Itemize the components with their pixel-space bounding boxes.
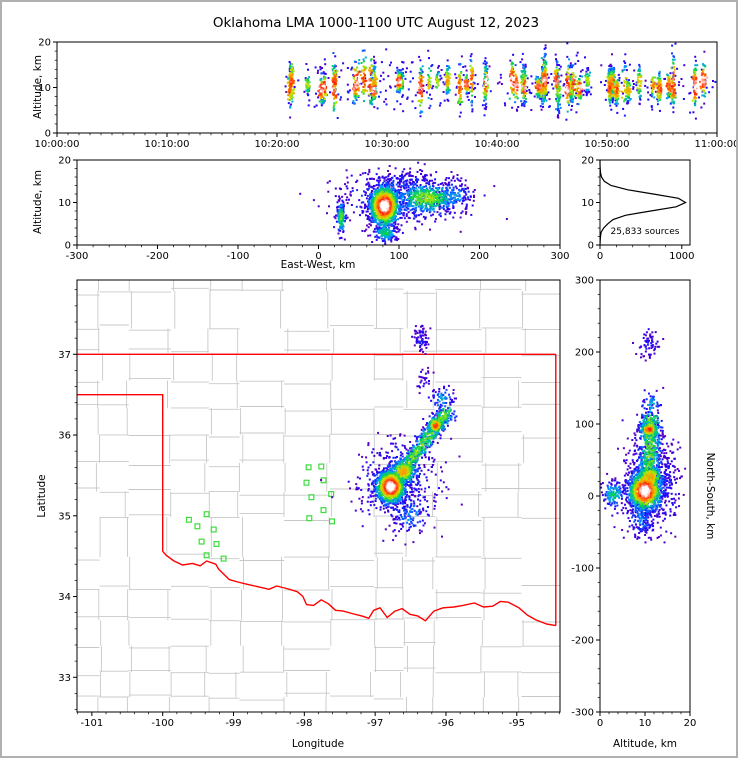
panel-plan-view: -101 -100 -99 -98 -97 -96 -95 33 34 35 36 37 <box>58 279 561 729</box>
y-tick-label: -100 <box>571 564 594 575</box>
x-tick-label: 10 <box>639 718 652 729</box>
x-tick-label: 100 <box>389 251 408 262</box>
x-tick-label: -96 <box>438 718 454 729</box>
lma-station-markers <box>185 463 336 562</box>
county-boundaries <box>77 280 560 712</box>
y-tick-label: 300 <box>575 276 594 287</box>
y-tick-label: 35 <box>58 511 71 522</box>
lma-station-marker <box>194 523 201 530</box>
x-tick-label: -97 <box>367 718 383 729</box>
source-count-annotation: 25,833 sources <box>610 227 680 237</box>
lma-station-marker <box>213 540 220 547</box>
y-tick-label: 34 <box>58 592 71 603</box>
lightning-scatter <box>299 161 508 245</box>
lma-station-marker <box>328 491 335 498</box>
oklahoma-border-line <box>77 394 556 627</box>
axis-ticks: -300 -200 -100 0 100 200 300 0 10 20 <box>58 156 569 263</box>
map-panel-ylabel: Latitude <box>36 474 48 518</box>
lightning-scatter <box>320 324 463 546</box>
panel-frame <box>76 279 561 713</box>
axis-ticks: 0 10 20 -300 -200 -100 0 100 200 300 <box>571 276 696 730</box>
ns-panel-xlabel: Altitude, km <box>612 738 678 750</box>
lma-station-marker <box>305 464 312 471</box>
lma-station-marker <box>203 511 210 518</box>
lma-station-marker <box>318 463 325 470</box>
panel-frame <box>599 159 691 246</box>
x-tick-label: 10:20:00 <box>255 139 300 150</box>
x-tick-label: -95 <box>509 718 525 729</box>
x-tick-label: 0 <box>315 251 321 262</box>
x-tick-label: -300 <box>66 251 89 262</box>
x-tick-label: 1000 <box>669 251 694 262</box>
lma-station-marker <box>306 515 313 522</box>
y-tick-label: 20 <box>58 156 71 167</box>
panel-frame <box>76 159 561 246</box>
map-panel-xlabel: Longitude <box>291 738 345 750</box>
altitude-histogram-curve <box>599 160 687 246</box>
axis-ticks: -101 -100 -99 -98 -97 -96 -95 33 34 35 36 37 <box>58 289 560 729</box>
ew-panel-xlabel: East-West, km <box>280 259 356 271</box>
x-tick-label: -99 <box>225 718 241 729</box>
panel-altitude-histogram: 0 1000 0 10 20 <box>581 156 694 263</box>
x-tick-label: 10:10:00 <box>145 139 190 150</box>
lma-station-marker <box>220 555 227 562</box>
y-tick-label: 37 <box>58 350 71 361</box>
x-tick-label: -98 <box>296 718 312 729</box>
axis-ticks: 10:00:00 10:10:00 10:20:00 10:30:00 10:40:00… <box>35 38 738 151</box>
y-tick-label: 36 <box>58 431 71 442</box>
lma-station-marker <box>210 526 217 533</box>
y-tick-label: 10 <box>38 83 51 94</box>
x-tick-label: 200 <box>470 251 489 262</box>
ew-panel-ylabel: Altitude, km <box>32 169 44 235</box>
x-tick-label: 10:40:00 <box>475 139 520 150</box>
lma-station-marker <box>203 552 210 559</box>
y-tick-label: -200 <box>571 636 594 647</box>
x-tick-label: 10:00:00 <box>35 139 80 150</box>
x-tick-label: -101 <box>81 718 104 729</box>
panel-frame <box>56 41 718 134</box>
x-tick-label: 0 <box>597 718 603 729</box>
y-tick-label: 0 <box>588 492 594 503</box>
time-panel-ylabel: Altitude, km <box>32 54 44 120</box>
axis-ticks: 0 1000 0 10 20 <box>581 156 694 263</box>
lma-station-marker <box>185 516 192 523</box>
x-tick-label: 11:00:00 <box>695 139 738 150</box>
x-tick-label: -200 <box>146 251 169 262</box>
state-border <box>77 353 557 627</box>
lma-station-marker <box>329 518 336 525</box>
x-tick-label: 300 <box>550 251 569 262</box>
x-tick-label: 0 <box>597 251 603 262</box>
x-tick-label: -100 <box>151 718 174 729</box>
y-tick-label: 10 <box>58 198 71 209</box>
lma-station-marker <box>303 479 310 486</box>
panel-time-height: 10:00:00 10:10:00 10:20:00 10:30:00 10:40:00… <box>35 38 738 151</box>
ns-panel-ylabel: North-South, km <box>704 452 716 540</box>
y-tick-label: -300 <box>571 708 594 719</box>
y-tick-label: 10 <box>581 198 594 209</box>
y-tick-label: 0 <box>65 241 71 252</box>
y-tick-label: 33 <box>58 673 71 684</box>
x-tick-label: 10:30:00 <box>365 139 410 150</box>
y-tick-label: 20 <box>581 156 594 167</box>
x-tick-label: 10:50:00 <box>585 139 630 150</box>
panel-frame <box>599 279 691 713</box>
y-tick-label: 20 <box>38 38 51 49</box>
y-tick-label: 200 <box>575 348 594 359</box>
map-content <box>77 280 560 712</box>
lightning-scatter <box>284 42 717 121</box>
figure-title: Oklahoma LMA 1000-1100 UTC August 12, 20… <box>212 15 540 31</box>
panel-ew-altitude: -300 -200 -100 0 100 200 300 0 10 20 <box>58 156 569 263</box>
panel-ns-altitude: 0 10 20 -300 -200 -100 0 100 200 300 <box>571 276 696 730</box>
y-tick-label: 0 <box>588 241 594 252</box>
y-tick-label: 0 <box>45 129 51 140</box>
lightning-scatter <box>600 328 687 544</box>
x-tick-label: 20 <box>684 718 697 729</box>
lma-station-marker <box>320 507 327 514</box>
lma-station-marker <box>198 538 205 545</box>
lma-station-marker <box>308 494 315 501</box>
y-tick-label: 100 <box>575 420 594 431</box>
x-tick-label: -100 <box>227 251 250 262</box>
